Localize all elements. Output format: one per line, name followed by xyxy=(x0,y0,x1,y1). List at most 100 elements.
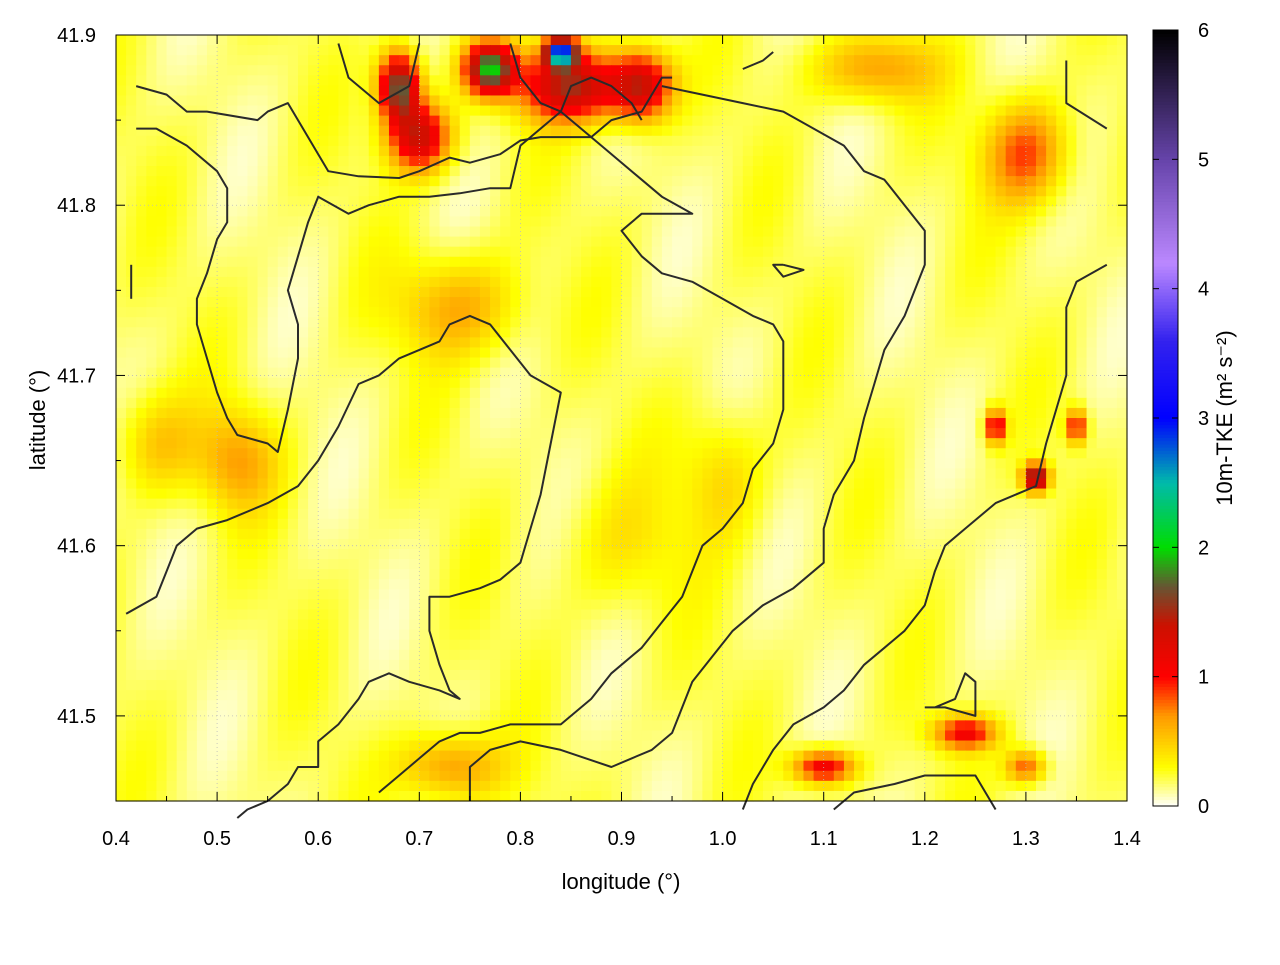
heatmap-cell xyxy=(803,468,815,480)
heatmap-cell xyxy=(186,438,198,449)
heatmap-cell xyxy=(136,246,147,258)
heatmap-cell xyxy=(510,135,521,147)
heatmap-cell xyxy=(530,307,542,318)
heatmap-cell xyxy=(904,176,916,187)
heatmap-cell xyxy=(763,266,774,278)
heatmap-cell xyxy=(1036,357,1047,369)
heatmap-cell xyxy=(1106,115,1118,127)
heatmap-cell xyxy=(500,518,511,530)
heatmap-cell xyxy=(530,498,542,510)
heatmap-cell xyxy=(803,488,815,500)
heatmap-cell xyxy=(1066,65,1078,76)
heatmap-cell xyxy=(560,135,572,147)
heatmap-cell xyxy=(520,468,532,480)
heatmap-cell xyxy=(985,377,997,389)
heatmap-cell xyxy=(227,135,238,147)
heatmap-cell xyxy=(500,125,511,137)
heatmap-cell xyxy=(833,488,845,500)
heatmap-cell xyxy=(206,286,218,298)
heatmap-cell xyxy=(661,236,673,248)
heatmap-cell xyxy=(1036,236,1047,248)
heatmap-cell xyxy=(661,528,673,540)
heatmap-cell xyxy=(378,105,390,117)
heatmap-cell xyxy=(510,176,521,187)
heatmap-cell xyxy=(803,448,815,459)
heatmap-cell xyxy=(530,35,542,46)
heatmap-cell xyxy=(722,125,734,137)
heatmap-cell xyxy=(682,367,693,379)
heatmap-cell xyxy=(833,236,845,248)
heatmap-cell xyxy=(742,468,754,480)
heatmap-cell xyxy=(712,488,724,500)
heatmap-cell xyxy=(712,357,724,369)
heatmap-cell xyxy=(813,276,825,288)
heatmap-cell xyxy=(308,458,319,469)
heatmap-cell xyxy=(945,206,956,218)
heatmap-cell xyxy=(914,297,926,308)
heatmap-cell xyxy=(500,246,511,258)
heatmap-cell xyxy=(1096,418,1108,429)
heatmap-cell xyxy=(449,45,461,56)
heatmap-cell xyxy=(136,518,147,530)
heatmap-cell xyxy=(358,488,370,500)
heatmap-cell xyxy=(287,216,299,228)
heatmap-cell xyxy=(924,468,936,480)
heatmap-cell xyxy=(783,407,794,419)
heatmap-cell xyxy=(510,125,521,137)
heatmap-cell xyxy=(530,337,542,349)
heatmap-cell xyxy=(611,246,623,258)
heatmap-cell xyxy=(985,266,997,278)
heatmap-cell xyxy=(116,418,127,429)
heatmap-cell xyxy=(459,55,471,66)
heatmap-cell xyxy=(1106,85,1118,97)
heatmap-cell xyxy=(854,367,865,379)
heatmap-cell xyxy=(540,55,552,66)
heatmap-cell xyxy=(318,55,329,66)
heatmap-cell xyxy=(621,397,633,409)
heatmap-cell xyxy=(399,115,410,127)
heatmap-cell xyxy=(1116,35,1128,46)
heatmap-cell xyxy=(651,246,663,258)
heatmap-cell xyxy=(297,196,309,207)
heatmap-cell xyxy=(1086,166,1098,177)
heatmap-cell xyxy=(803,266,815,278)
heatmap-cell xyxy=(196,428,208,439)
heatmap-cell xyxy=(914,155,926,167)
heatmap-cell xyxy=(854,105,865,117)
heatmap-cell xyxy=(1116,327,1128,338)
heatmap-cell xyxy=(560,418,572,429)
heatmap-cell xyxy=(126,488,137,500)
heatmap-cell xyxy=(206,236,218,248)
heatmap-cell xyxy=(651,176,663,187)
heatmap-cell xyxy=(1046,176,1057,187)
heatmap-cell xyxy=(763,176,774,187)
heatmap-cell xyxy=(297,105,309,117)
heatmap-cell xyxy=(540,297,552,308)
heatmap-cell xyxy=(1005,35,1017,46)
heatmap-cell xyxy=(1046,216,1057,228)
heatmap-cell xyxy=(237,105,249,117)
heatmap-cell xyxy=(843,367,855,379)
heatmap-cell xyxy=(945,438,956,449)
heatmap-cell xyxy=(1036,327,1047,338)
heatmap-cell xyxy=(328,105,340,117)
heatmap-cell xyxy=(146,297,158,308)
heatmap-cell xyxy=(1066,508,1078,520)
heatmap-cell xyxy=(570,65,582,76)
heatmap-cell xyxy=(156,458,168,469)
heatmap-cell xyxy=(227,508,238,520)
heatmap-cell xyxy=(955,478,966,490)
heatmap-cell xyxy=(1086,458,1098,469)
heatmap-cell xyxy=(368,518,380,530)
heatmap-cell xyxy=(601,196,612,207)
heatmap-cell xyxy=(1046,186,1057,197)
heatmap-cell xyxy=(924,438,936,449)
heatmap-cell xyxy=(651,55,663,66)
heatmap-cell xyxy=(206,377,218,389)
heatmap-cell xyxy=(833,317,845,328)
heatmap-cell xyxy=(641,176,653,187)
heatmap-cell xyxy=(388,488,400,500)
heatmap-cell xyxy=(409,135,420,147)
heatmap-cell xyxy=(1056,347,1067,359)
heatmap-cell xyxy=(186,448,198,459)
